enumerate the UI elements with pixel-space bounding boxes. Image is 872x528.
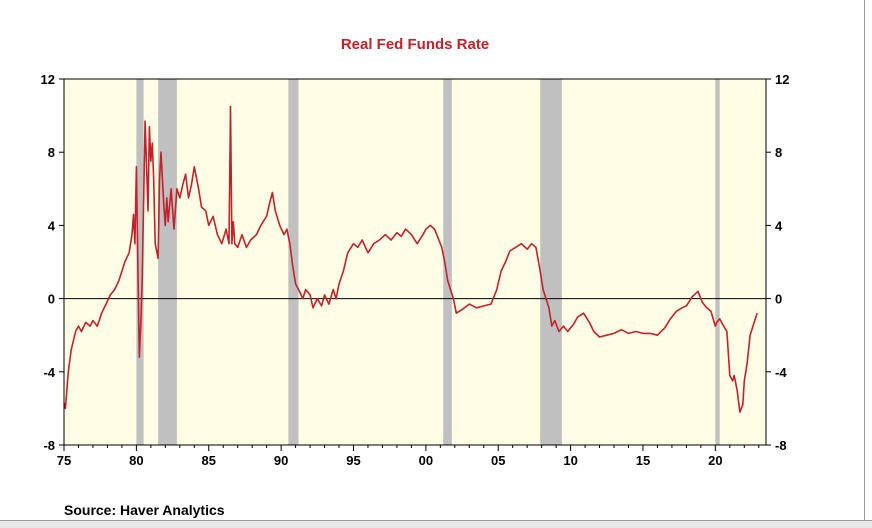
recession-band-2 [158, 79, 177, 445]
x-tick-label: 85 [202, 453, 216, 468]
y-tick-label-right: 4 [775, 218, 783, 233]
recession-band-4 [443, 79, 452, 445]
y-tick-label-left: 4 [48, 218, 56, 233]
x-tick-label: 20 [708, 453, 722, 468]
x-tick-label: 75 [57, 453, 71, 468]
y-tick-label-right: 12 [775, 72, 789, 87]
x-tick-label: 90 [274, 453, 288, 468]
x-tick-label: 05 [491, 453, 505, 468]
y-tick-label-left: 12 [41, 72, 55, 87]
y-tick-label-left: 8 [48, 145, 55, 160]
window-frame-right [864, 0, 865, 520]
x-tick-label: 15 [636, 453, 650, 468]
y-tick-label-right: 0 [775, 292, 782, 307]
x-tick-label: 00 [419, 453, 433, 468]
y-tick-label-right: 8 [775, 145, 782, 160]
recession-band-1 [136, 79, 144, 445]
y-tick-label-right: -8 [775, 438, 787, 453]
x-tick-label: 95 [346, 453, 360, 468]
recession-bands [136, 79, 720, 445]
x-tick-label: 10 [563, 453, 577, 468]
window-bottom-strip [0, 521, 872, 528]
recession-band-3 [288, 79, 299, 445]
y-tick-label-left: -4 [43, 365, 55, 380]
plot-border [63, 78, 767, 446]
chart-title: Real Fed Funds Rate [340, 36, 490, 53]
source-note: Source: Haver Analytics [64, 502, 225, 518]
window-frame-bottom [0, 520, 872, 521]
series-line-real-fed-funds [63, 105, 759, 413]
y-tick-label-left: 0 [48, 292, 55, 307]
x-tick-label: 80 [129, 453, 143, 468]
recession-band-6 [715, 79, 720, 445]
y-tick-label-right: -4 [775, 365, 787, 380]
plot-background [64, 79, 766, 445]
y-tick-label-left: -8 [43, 438, 55, 453]
recession-band-5 [540, 79, 562, 445]
